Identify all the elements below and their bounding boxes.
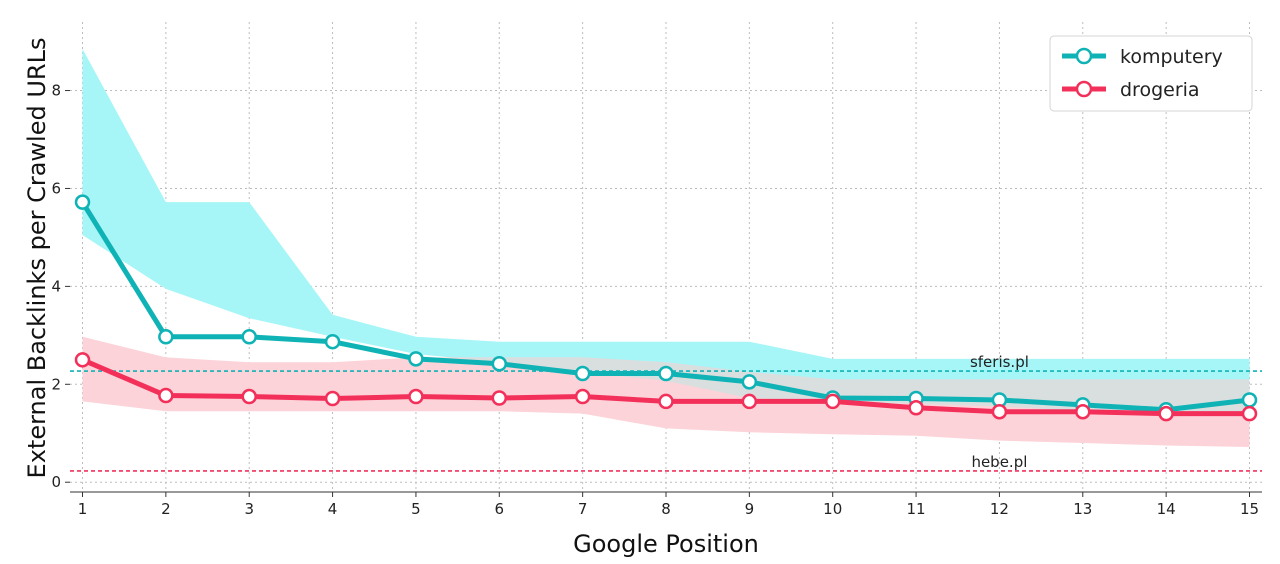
legend-komputery-marker <box>1075 47 1093 65</box>
point-drogeria-3 <box>241 388 257 405</box>
point-komputery-7 <box>574 365 591 382</box>
y-axis-label: External Backlinks per Crawled URLs <box>23 38 51 479</box>
point-drogeria-4 <box>324 390 341 407</box>
point-drogeria-1 <box>74 352 91 368</box>
x-tick-label-4: 4 <box>328 500 338 518</box>
point-komputery-9 <box>741 374 758 390</box>
x-tick-label-9: 9 <box>745 500 755 518</box>
legend-drogeria-label: drogeria <box>1120 79 1200 101</box>
x-tick-label-13: 13 <box>1073 500 1092 518</box>
y-tick-label-4: 4 <box>51 277 61 295</box>
point-komputery-3 <box>241 329 257 345</box>
legend: komputery drogeria <box>1049 35 1253 112</box>
x-tick-label-14: 14 <box>1157 500 1176 518</box>
x-tick-label-5: 5 <box>411 500 421 518</box>
point-drogeria-12 <box>991 403 1008 420</box>
x-tick-label-1: 1 <box>78 500 88 518</box>
point-komputery-6 <box>491 355 508 372</box>
x-tick-label-3: 3 <box>244 500 254 518</box>
point-komputery-2 <box>158 329 174 345</box>
point-drogeria-14 <box>1158 405 1174 422</box>
point-drogeria-2 <box>158 387 174 404</box>
band-drogeria <box>82 336 1250 447</box>
x-tick-label-11: 11 <box>907 500 926 518</box>
x-tick-label-15: 15 <box>1240 500 1259 518</box>
y-tick-label-2: 2 <box>51 375 61 393</box>
y-tick-label-8: 8 <box>51 82 61 100</box>
legend-komputery-label: komputery <box>1120 46 1223 68</box>
x-tick-label-10: 10 <box>823 500 842 518</box>
point-drogeria-9 <box>741 393 758 410</box>
x-tick-label-7: 7 <box>578 500 588 518</box>
point-komputery-5 <box>408 351 424 367</box>
band-komputery <box>82 48 1250 413</box>
x-tick-label-6: 6 <box>495 500 505 518</box>
x-tick-label-8: 8 <box>661 500 671 518</box>
point-drogeria-13 <box>1075 403 1091 420</box>
x-tick-label-2: 2 <box>161 500 171 518</box>
y-tick-label-6: 6 <box>51 179 61 197</box>
reference-label-0: sferis.pl <box>970 353 1029 371</box>
point-drogeria-11 <box>908 400 924 416</box>
point-drogeria-10 <box>824 393 841 410</box>
x-tick-label-12: 12 <box>990 500 1009 518</box>
point-komputery-15 <box>1241 392 1258 408</box>
series-lines <box>74 194 1258 422</box>
point-drogeria-6 <box>491 390 508 406</box>
point-drogeria-7 <box>574 388 591 405</box>
point-drogeria-15 <box>1241 405 1258 422</box>
x-axis-label: Google Position <box>573 530 759 558</box>
point-komputery-8 <box>658 365 674 382</box>
point-drogeria-5 <box>408 388 424 405</box>
point-komputery-1 <box>74 194 91 210</box>
legend-drogeria-marker <box>1075 80 1093 98</box>
y-tick-label-0: 0 <box>51 473 61 491</box>
confidence-bands <box>82 48 1250 447</box>
point-komputery-4 <box>324 333 341 350</box>
point-drogeria-8 <box>658 393 674 410</box>
reference-label-1: hebe.pl <box>971 453 1027 471</box>
